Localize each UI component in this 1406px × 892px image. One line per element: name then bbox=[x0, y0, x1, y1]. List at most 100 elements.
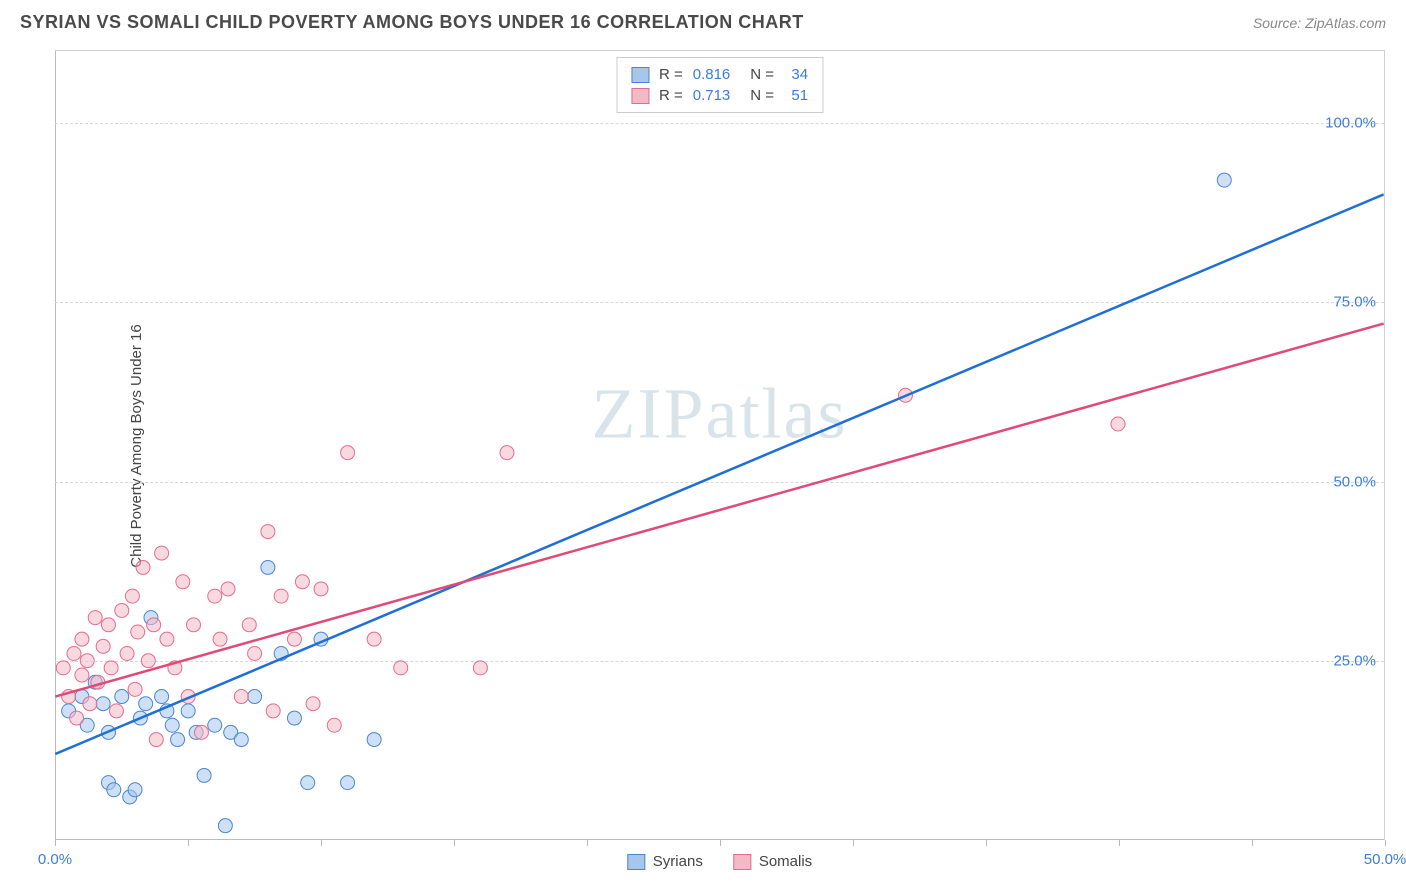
x-tick-mark bbox=[454, 840, 455, 846]
data-point bbox=[83, 697, 97, 711]
data-point bbox=[155, 546, 169, 560]
data-point bbox=[314, 582, 328, 596]
data-point bbox=[194, 725, 208, 739]
legend-label: Somalis bbox=[759, 853, 812, 870]
data-point bbox=[213, 632, 227, 646]
x-tick-label: 0.0% bbox=[38, 851, 72, 868]
data-point bbox=[301, 776, 315, 790]
x-tick-mark bbox=[188, 840, 189, 846]
legend-row: R = 0.816 N = 34 bbox=[631, 64, 808, 85]
chart-header: SYRIAN VS SOMALI CHILD POVERTY AMONG BOY… bbox=[0, 0, 1406, 41]
x-tick-mark bbox=[853, 840, 854, 846]
x-tick-mark bbox=[986, 840, 987, 846]
data-point bbox=[341, 446, 355, 460]
data-point bbox=[96, 639, 110, 653]
legend-swatch-somalis bbox=[733, 854, 751, 870]
data-point bbox=[125, 589, 139, 603]
data-point bbox=[287, 632, 301, 646]
data-point bbox=[115, 690, 129, 704]
data-point bbox=[128, 783, 142, 797]
data-point bbox=[218, 819, 232, 833]
data-point bbox=[147, 618, 161, 632]
data-point bbox=[186, 618, 200, 632]
data-point bbox=[261, 525, 275, 539]
data-point bbox=[197, 768, 211, 782]
x-tick-mark bbox=[720, 840, 721, 846]
data-point bbox=[56, 661, 70, 675]
data-point bbox=[327, 718, 341, 732]
data-point bbox=[242, 618, 256, 632]
data-point bbox=[473, 661, 487, 675]
data-point bbox=[287, 711, 301, 725]
data-point bbox=[131, 625, 145, 639]
data-point bbox=[139, 697, 153, 711]
data-point bbox=[248, 690, 262, 704]
data-point bbox=[141, 654, 155, 668]
legend-row: R = 0.713 N = 51 bbox=[631, 85, 808, 106]
legend-item-somalis: Somalis bbox=[733, 853, 812, 870]
data-point bbox=[171, 733, 185, 747]
data-point bbox=[394, 661, 408, 675]
legend-swatch-syrians bbox=[631, 67, 649, 83]
n-value: 34 bbox=[784, 66, 808, 83]
legend-label: Syrians bbox=[653, 853, 703, 870]
data-point bbox=[149, 733, 163, 747]
data-point bbox=[367, 733, 381, 747]
x-tick-mark bbox=[587, 840, 588, 846]
r-label: R = bbox=[659, 66, 683, 83]
r-label: R = bbox=[659, 87, 683, 104]
data-point bbox=[109, 704, 123, 718]
data-point bbox=[107, 783, 121, 797]
data-point bbox=[128, 682, 142, 696]
correlation-legend: R = 0.816 N = 34 R = 0.713 N = 51 bbox=[616, 57, 823, 113]
data-point bbox=[306, 697, 320, 711]
data-point bbox=[88, 611, 102, 625]
data-point bbox=[165, 718, 179, 732]
legend-item-syrians: Syrians bbox=[627, 853, 703, 870]
x-tick-mark bbox=[321, 840, 322, 846]
chart-title: SYRIAN VS SOMALI CHILD POVERTY AMONG BOY… bbox=[20, 12, 804, 33]
r-value: 0.816 bbox=[693, 66, 731, 83]
data-point bbox=[234, 733, 248, 747]
data-point bbox=[70, 711, 84, 725]
n-label: N = bbox=[750, 66, 774, 83]
chart-container: Child Poverty Among Boys Under 16 ZIPatl… bbox=[55, 50, 1385, 840]
x-tick-mark bbox=[1385, 840, 1386, 846]
data-point bbox=[500, 446, 514, 460]
data-point bbox=[67, 647, 81, 661]
data-point bbox=[208, 589, 222, 603]
series-legend: Syrians Somalis bbox=[627, 853, 812, 870]
data-point bbox=[136, 560, 150, 574]
data-point bbox=[1217, 173, 1231, 187]
data-point bbox=[176, 575, 190, 589]
legend-swatch-syrians bbox=[627, 854, 645, 870]
data-point bbox=[101, 618, 115, 632]
scatter-plot bbox=[55, 51, 1384, 840]
x-tick-label: 50.0% bbox=[1364, 851, 1406, 868]
n-label: N = bbox=[750, 87, 774, 104]
data-point bbox=[367, 632, 381, 646]
data-point bbox=[295, 575, 309, 589]
data-point bbox=[80, 654, 94, 668]
data-point bbox=[248, 647, 262, 661]
trend-line bbox=[55, 324, 1383, 697]
n-value: 51 bbox=[784, 87, 808, 104]
x-tick-mark bbox=[1252, 840, 1253, 846]
data-point bbox=[160, 632, 174, 646]
x-tick-mark bbox=[1119, 840, 1120, 846]
data-point bbox=[115, 603, 129, 617]
data-point bbox=[234, 690, 248, 704]
data-point bbox=[155, 690, 169, 704]
data-point bbox=[104, 661, 118, 675]
data-point bbox=[75, 668, 89, 682]
r-value: 0.713 bbox=[693, 87, 731, 104]
data-point bbox=[261, 560, 275, 574]
data-point bbox=[266, 704, 280, 718]
legend-swatch-somalis bbox=[631, 88, 649, 104]
data-point bbox=[96, 697, 110, 711]
trend-line bbox=[55, 194, 1383, 753]
data-point bbox=[1111, 417, 1125, 431]
data-point bbox=[120, 647, 134, 661]
data-point bbox=[221, 582, 235, 596]
chart-source: Source: ZipAtlas.com bbox=[1253, 15, 1386, 31]
